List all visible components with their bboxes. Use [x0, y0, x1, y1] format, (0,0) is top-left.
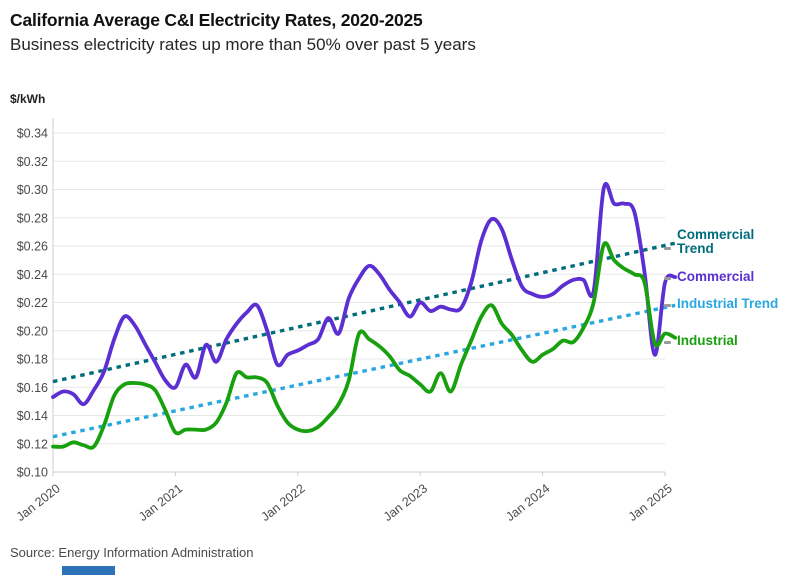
page-subtitle: Business electricity rates up more than …	[10, 35, 476, 54]
legend-commercial: Commercial	[677, 269, 755, 284]
legend-commercial-trend: Commercial Trend	[677, 227, 755, 256]
svg-text:$0.28: $0.28	[17, 211, 48, 225]
svg-text:$0.16: $0.16	[17, 381, 48, 395]
svg-text:$0.18: $0.18	[17, 353, 48, 367]
axes	[52, 118, 666, 476]
y-axis-unit-label: $/kWh	[10, 92, 46, 106]
page-title: California Average C&I Electricity Rates…	[10, 10, 423, 30]
legend-industrial-trend: Industrial Trend	[677, 296, 779, 311]
svg-text:$0.10: $0.10	[17, 466, 48, 480]
trend-line-commercial-trend	[52, 241, 676, 384]
legend-industrial: Industrial	[677, 333, 738, 348]
svg-text:Jan 2022: Jan 2022	[258, 481, 307, 524]
svg-text:Jan 2020: Jan 2020	[14, 481, 63, 524]
legend-dash-commercial	[664, 277, 671, 280]
svg-text:Jan 2023: Jan 2023	[381, 481, 430, 524]
footer-accent-bar	[62, 566, 115, 575]
legend-dash-industrial-trend	[664, 304, 671, 307]
svg-text:$0.26: $0.26	[17, 240, 48, 254]
series-line-industrial	[51, 241, 678, 450]
svg-text:$0.30: $0.30	[17, 183, 48, 197]
svg-text:$0.24: $0.24	[17, 268, 48, 282]
svg-text:$0.34: $0.34	[17, 127, 48, 141]
source-note: Source: Energy Information Administratio…	[10, 545, 254, 560]
svg-text:Jan 2025: Jan 2025	[626, 481, 675, 524]
svg-text:$0.14: $0.14	[17, 409, 48, 423]
gridlines	[53, 132, 665, 473]
svg-text:$0.32: $0.32	[17, 155, 48, 169]
y-axis-labels: $0.10 $0.12 $0.14 $0.16 $0.18 $0.20 $0.22 $0.24…	[17, 127, 48, 480]
svg-text:Jan 2024: Jan 2024	[503, 481, 552, 524]
legend-dash-industrial	[664, 341, 671, 344]
svg-text:Jan 2021: Jan 2021	[136, 481, 185, 524]
svg-text:$0.20: $0.20	[17, 324, 48, 338]
series-line-commercial	[51, 182, 678, 407]
x-axis-labels: Jan 2020 Jan 2021 Jan 2022 Jan 2023 Jan 2024…	[14, 481, 675, 524]
legend-dash-commercial-trend	[664, 247, 671, 250]
svg-text:$0.22: $0.22	[17, 296, 48, 310]
trend-line-industrial-trend	[52, 303, 676, 439]
svg-text:$0.12: $0.12	[17, 437, 48, 451]
